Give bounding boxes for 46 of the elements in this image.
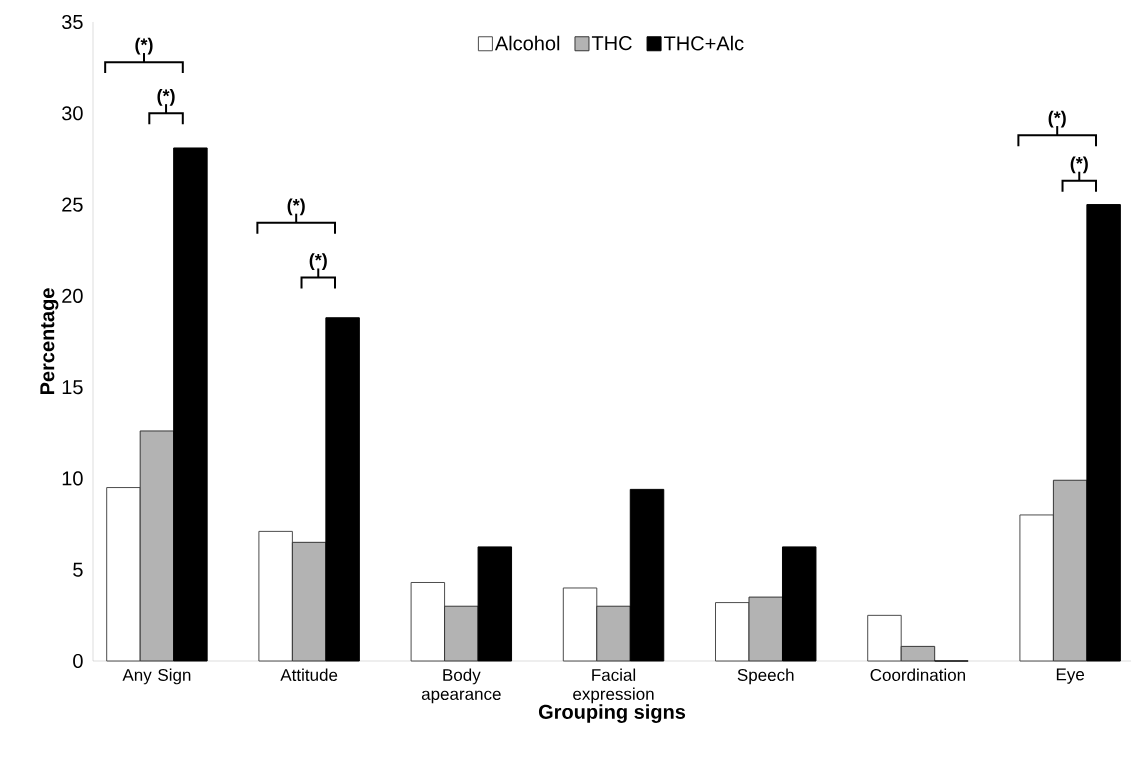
annotation: (*) [1048,110,1066,128]
bar [629,488,665,662]
bar [173,147,208,662]
bar [444,605,479,662]
x-axis-title: Grouping signs [538,704,686,723]
legend-label: Alcohol [494,35,560,51]
legend-label: THC [591,36,632,51]
y-tick-label: 15 [62,380,83,395]
annotation: (*) [1070,156,1088,174]
annotation: (*) [287,198,305,216]
bar [477,546,513,662]
y-tick-label: 30 [62,106,83,121]
x-tick-label: Facial expression [573,668,654,704]
y-tick-label: 35 [62,14,83,30]
bar [106,487,141,662]
bar [325,317,360,662]
bar [900,645,936,662]
x-tick-label: Any Sign [122,668,191,685]
bar [139,430,175,662]
bar [1086,204,1121,662]
bar [596,605,631,662]
bar [1019,514,1054,662]
x-tick-label: Speech [737,668,794,685]
x-tick-label: Eye [1056,668,1085,684]
bar [1052,479,1088,662]
y-tick-label: 0 [73,653,83,669]
x-tick-label: Coordination [870,668,965,682]
bar [867,614,902,662]
bar [410,581,446,662]
annotation: (*) [309,253,327,271]
bar [715,602,750,662]
x-tick-label: Attitude [280,668,338,682]
bar [781,546,817,662]
bar [258,530,293,662]
y-tick-label: 20 [62,288,83,303]
annotation: (*) [135,37,153,55]
annotation: (*) [157,88,175,106]
y-tick-label: 25 [62,197,83,212]
y-axis-title: Percentage [40,288,59,395]
legend-label: THC+Alc [664,35,744,51]
y-tick-label: 5 [73,562,83,577]
x-tick-label: Body apearance [421,668,501,704]
bar [291,541,327,662]
y-tick-label: 10 [62,471,83,486]
bar [562,587,598,662]
bar [748,596,783,662]
